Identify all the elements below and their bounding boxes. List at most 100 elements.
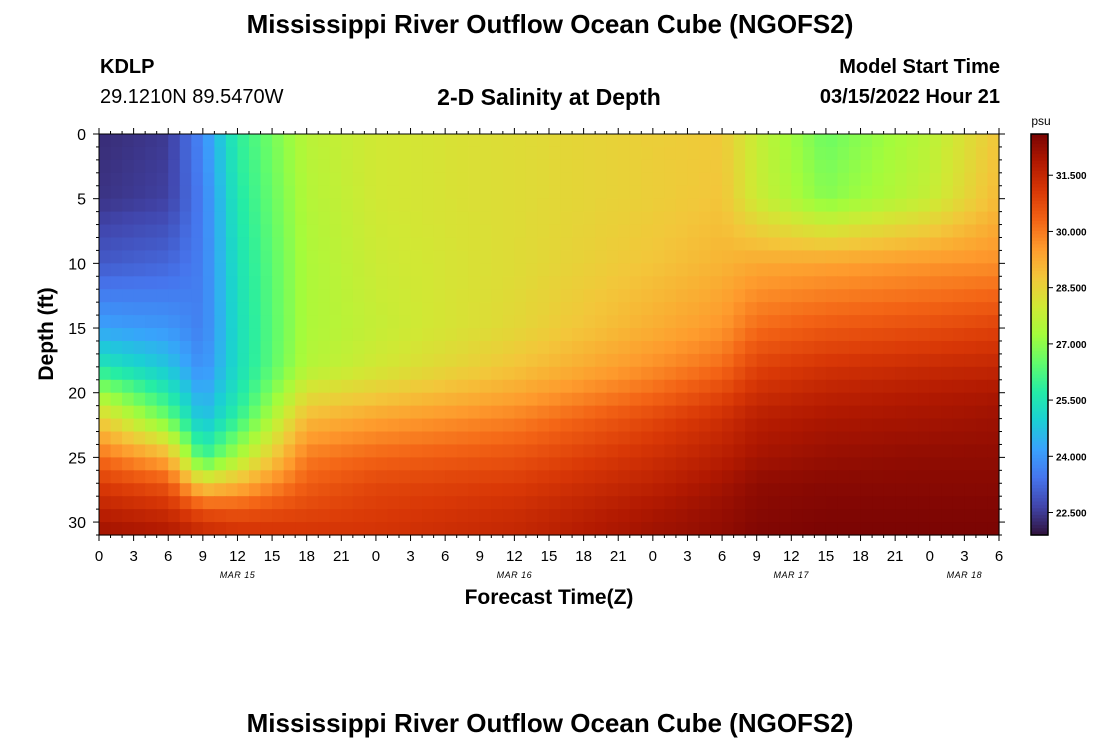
heatmap-cell <box>872 328 885 342</box>
heatmap-cell <box>295 366 308 381</box>
heatmap-cell <box>456 185 469 200</box>
heatmap-cell <box>514 146 527 161</box>
heatmap-cell <box>249 276 262 290</box>
heatmap-cell <box>641 366 654 381</box>
heatmap-cell <box>860 146 873 161</box>
heatmap-cell <box>872 483 885 497</box>
heatmap-cell <box>468 237 481 252</box>
heatmap-cell <box>283 483 296 497</box>
heatmap-cell <box>595 457 608 471</box>
heatmap-cell <box>225 366 239 381</box>
heatmap-cell <box>572 198 585 213</box>
heatmap-cell <box>491 457 504 471</box>
heatmap-cell <box>110 431 123 446</box>
heatmap-cell <box>733 366 746 381</box>
heatmap-cell <box>422 185 435 200</box>
heatmap-cell <box>675 405 689 420</box>
heatmap-cell <box>306 392 319 407</box>
heatmap-cell <box>941 289 954 303</box>
heatmap-cell <box>214 211 227 226</box>
heatmap-cell <box>491 172 504 187</box>
heatmap-cell <box>352 172 365 187</box>
heatmap-cell <box>918 366 931 381</box>
heatmap-cell <box>872 340 885 355</box>
heatmap-cell <box>756 470 769 484</box>
heatmap-cell <box>352 496 365 510</box>
heatmap-cell <box>375 366 389 381</box>
heatmap-cell <box>756 483 769 497</box>
heatmap-cell <box>918 431 931 446</box>
heatmap-cell <box>549 379 562 394</box>
heatmap-cell <box>468 431 481 446</box>
heatmap-cell <box>802 509 815 523</box>
heatmap-cell <box>168 315 181 329</box>
colorbar-swatch <box>1031 448 1048 453</box>
heatmap-cell <box>491 379 504 394</box>
colorbar-swatch <box>1031 381 1048 386</box>
heatmap-cell <box>722 353 735 368</box>
heatmap-cell <box>745 379 758 394</box>
heatmap-cell <box>883 237 896 252</box>
heatmap-cell <box>329 340 342 355</box>
heatmap-cell <box>156 172 169 187</box>
heatmap-cell <box>399 340 412 355</box>
heatmap-cell <box>918 315 931 329</box>
heatmap-cell <box>295 172 308 187</box>
heatmap-cell <box>652 134 665 148</box>
heatmap-cell <box>364 263 377 277</box>
heatmap-cell <box>802 263 815 277</box>
heatmap-cell <box>941 405 954 420</box>
heatmap-cell <box>629 198 642 213</box>
heatmap-cell <box>779 237 792 252</box>
heatmap-cell <box>583 496 596 510</box>
heatmap-cell <box>837 379 850 394</box>
colorbar-swatch <box>1031 311 1048 316</box>
heatmap-cell <box>422 379 435 394</box>
heatmap-cell <box>779 159 792 174</box>
heatmap-cell <box>814 198 827 213</box>
heatmap-cell <box>537 379 550 394</box>
heatmap-cell <box>225 496 239 510</box>
heatmap-cell <box>168 366 181 381</box>
heatmap-cell <box>883 496 896 510</box>
heatmap-cell <box>410 366 423 381</box>
heatmap-cell <box>918 302 931 316</box>
heatmap-cell <box>249 237 262 252</box>
heatmap-cell <box>549 366 562 381</box>
heatmap-cell <box>537 444 550 458</box>
heatmap-cell <box>387 172 400 187</box>
heatmap-cell <box>468 172 481 187</box>
heatmap-cell <box>479 366 492 381</box>
heatmap-cell <box>872 237 885 252</box>
heatmap-cell <box>687 289 700 303</box>
heatmap-cell <box>710 470 723 484</box>
heatmap-cell <box>133 379 146 394</box>
heatmap-cell <box>952 457 965 471</box>
heatmap-cell <box>687 340 700 355</box>
heatmap-cell <box>814 418 827 433</box>
heatmap-cell <box>202 366 215 381</box>
heatmap-cell <box>249 353 262 368</box>
heatmap-cell <box>133 522 146 536</box>
heatmap-cell <box>225 353 239 368</box>
heatmap-cell <box>629 237 642 252</box>
heatmap-cell <box>883 263 896 277</box>
heatmap-cell <box>399 224 412 239</box>
heatmap-cell <box>595 405 608 420</box>
heatmap-cell <box>722 302 735 316</box>
heatmap-cell <box>606 302 619 316</box>
x-tick-label: 15 <box>541 548 558 565</box>
heatmap-cell <box>110 444 123 458</box>
x-tick-label: 9 <box>476 548 484 565</box>
heatmap-cell <box>295 496 308 510</box>
heatmap-cell <box>664 224 677 239</box>
heatmap-cell <box>675 211 689 226</box>
heatmap-cell <box>318 198 331 213</box>
heatmap-cell <box>329 353 342 368</box>
heatmap-cell <box>433 509 446 523</box>
heatmap-cell <box>549 237 562 252</box>
x-tick-label: 3 <box>960 548 968 565</box>
heatmap-cell <box>756 185 769 200</box>
heatmap-cell <box>410 315 423 329</box>
